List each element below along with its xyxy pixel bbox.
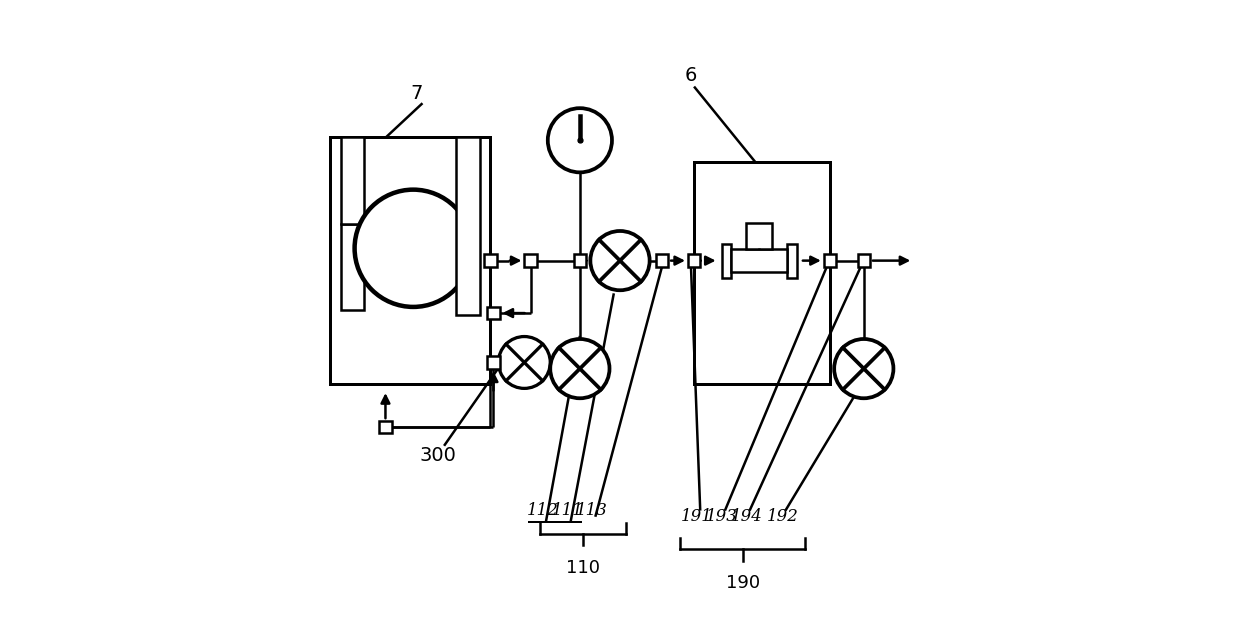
Text: 300: 300	[419, 446, 456, 464]
Bar	[330, 137, 490, 384]
Text: 192: 192	[766, 508, 799, 525]
Bar	[787, 244, 797, 278]
Text: 191: 191	[681, 508, 713, 525]
Circle shape	[590, 231, 650, 290]
Bar	[574, 254, 587, 267]
Bar	[487, 356, 500, 369]
Bar	[456, 137, 480, 315]
Bar	[722, 244, 732, 278]
Bar	[341, 137, 365, 224]
Bar	[484, 254, 496, 267]
Bar	[694, 162, 830, 384]
Text: 111: 111	[552, 502, 584, 519]
Circle shape	[548, 108, 613, 172]
Circle shape	[355, 190, 472, 307]
Text: 113: 113	[577, 502, 608, 519]
Circle shape	[498, 337, 551, 388]
Bar	[746, 223, 773, 249]
Bar	[823, 254, 836, 267]
Text: 7: 7	[410, 84, 423, 104]
Text: 190: 190	[725, 574, 760, 592]
Text: 193: 193	[706, 508, 738, 525]
Bar	[858, 254, 870, 267]
Bar	[656, 254, 668, 267]
Text: 6: 6	[684, 66, 697, 85]
Text: 110: 110	[565, 559, 600, 577]
Bar	[341, 224, 365, 310]
Circle shape	[835, 339, 894, 398]
Bar	[487, 307, 500, 319]
Text: 112: 112	[527, 502, 559, 519]
Text: 194: 194	[730, 508, 763, 525]
Bar	[525, 254, 537, 267]
Bar	[732, 249, 787, 272]
Circle shape	[551, 339, 610, 398]
Bar	[379, 421, 392, 433]
Bar	[688, 254, 701, 267]
